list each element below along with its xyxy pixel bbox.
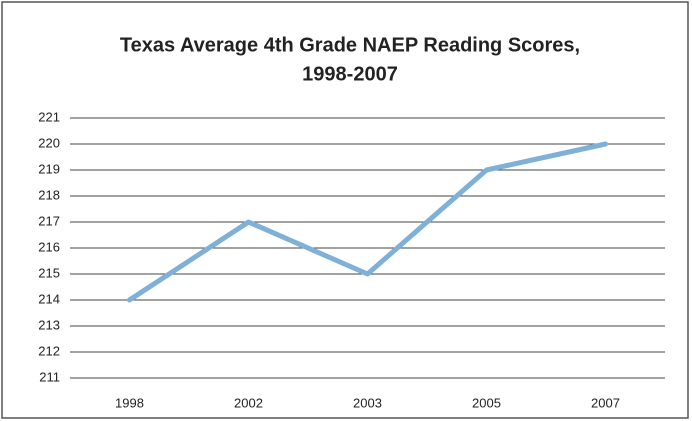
x-tick-label: 2007 — [591, 395, 620, 410]
x-tick-label: 2005 — [472, 395, 501, 410]
y-tick-label: 216 — [38, 239, 60, 254]
chart-title: Texas Average 4th Grade NAEP Reading Sco… — [120, 34, 580, 56]
y-tick-label: 211 — [39, 369, 60, 384]
y-tick-label: 217 — [38, 213, 60, 228]
x-tick-label: 2002 — [234, 395, 263, 410]
data-line — [127, 141, 608, 303]
y-tick-label: 215 — [38, 265, 60, 280]
y-tick-label: 214 — [38, 291, 60, 306]
chart-title: 1998-2007 — [302, 63, 398, 85]
y-tick-label: 221 — [38, 109, 60, 124]
y-tick-label: 218 — [38, 187, 60, 202]
y-tick-label: 219 — [38, 161, 60, 176]
x-tick-label: 1998 — [115, 395, 144, 410]
y-tick-label: 220 — [38, 135, 60, 150]
y-tick-label: 213 — [38, 317, 60, 332]
y-tick-label: 212 — [38, 343, 60, 358]
x-tick-label: 2003 — [353, 395, 382, 410]
